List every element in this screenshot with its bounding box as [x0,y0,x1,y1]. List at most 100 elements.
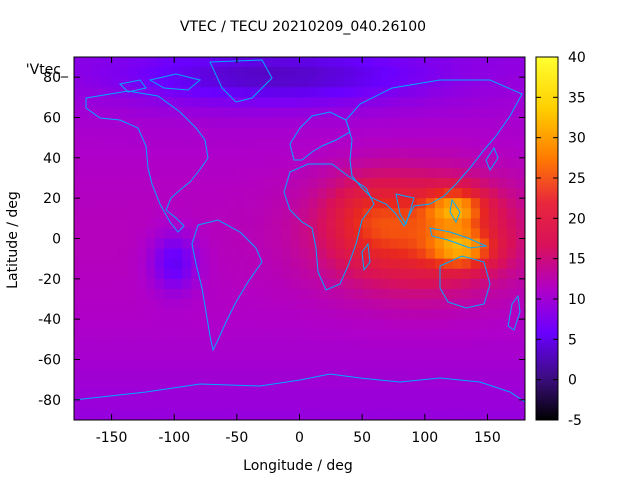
heatmap-cell-546 [398,157,409,169]
heatmap-cell-1830 [479,409,490,420]
heatmap-cell-1829 [470,409,481,420]
heatmap-cell-290 [389,107,400,119]
heatmap-cell-1048 [326,258,337,270]
heatmap-cell-1541 [173,359,183,371]
heatmap-cell-1617 [398,369,409,381]
heatmap-cell-352 [488,117,499,129]
heatmap-cell-438 [344,137,355,149]
heatmap-cell-1206 [371,288,382,300]
heatmap-cell-350 [470,117,481,129]
heatmap-cell-1828 [461,409,472,420]
heatmap-cell-205 [83,97,93,109]
heatmap-cell-1406 [335,329,346,340]
heatmap-cell-1779 [479,399,490,411]
heatmap-cell-52 [83,67,93,78]
heatmap-cell-235 [353,97,364,109]
heatmap-cell-1583 [92,369,102,381]
heatmap-cell-510 [74,157,84,169]
heatmap-cell-1700 [227,389,237,401]
heatmap-cell-1528 [515,349,525,361]
heatmap-cell-363 [128,127,138,139]
heatmap-cell-794 [335,208,346,219]
heatmap-cell-1711 [326,389,337,401]
heatmap-cell-1066 [488,258,499,270]
heatmap-cell-923 [119,238,129,250]
heatmap-cell-257 [92,107,102,119]
heatmap-cell-1351 [299,319,310,330]
heatmap-cell-1665 [371,379,382,391]
heatmap-cell-1089 [236,268,246,280]
heatmap-cell-1324 [515,309,525,320]
x-tick-label-4: 50 [353,430,371,446]
heatmap-cell-1613 [362,369,373,381]
heatmap-cell-1177 [110,288,120,300]
heatmap-cell-1225 [83,299,93,310]
heatmap-cell-632 [254,178,265,189]
heatmap-cell-465 [128,147,138,159]
heatmap-cell-641 [335,178,346,189]
colorbar-tick-label-8: 35 [568,90,586,106]
heatmap-cell-1533 [101,359,111,371]
heatmap-cell-515 [119,157,129,169]
heatmap-cell-1503 [290,349,301,361]
heatmap-cell-1336 [164,319,174,330]
heatmap-cell-1013 [470,248,481,260]
heatmap-cell-1447 [245,339,255,351]
heatmap-cell-522 [182,157,192,169]
heatmap-cell-1355 [335,319,346,330]
heatmap-cell-298 [461,107,472,119]
heatmap-cell-1028 [146,258,156,270]
heatmap-cell-1521 [452,349,463,361]
heatmap-cell-726 [182,198,192,209]
heatmap-cell-1219 [488,288,499,300]
heatmap-cell-1278 [101,309,111,320]
heatmap-cell-1563 [371,359,382,371]
heatmap-cell-1179 [128,288,138,300]
heatmap-cell-1323 [506,309,517,320]
heatmap-cell-130 [326,77,337,88]
coastline-south-america [191,219,263,352]
heatmap-cell-1679 [497,379,508,391]
heatmap-cell-426 [236,137,246,149]
heatmap-cell-1750 [218,399,228,411]
heatmap-cell-1668 [398,379,409,391]
heatmap-cell-1762 [326,399,337,411]
heatmap-cell-698 [389,188,400,199]
heatmap-cell-1124 [92,278,102,290]
heatmap-cell-562 [83,167,93,179]
heatmap-cell-193 [434,87,445,98]
heatmap-cell-1458 [344,339,355,351]
heatmap-cell-78 [317,67,328,78]
heatmap-cell-233 [335,97,346,109]
heatmap-cell-1264 [434,299,445,310]
heatmap-cell-266 [173,107,183,119]
heatmap-cell-1212 [425,288,436,300]
heatmap-cell-307 [83,117,93,129]
heatmap-cell-316 [164,117,174,129]
heatmap-cell-1167 [479,278,490,290]
heatmap-cell-209 [119,97,129,109]
heatmap-cell-654 [452,178,463,189]
x-tick-label-0: -150 [96,430,128,446]
heatmap-cell-1227 [101,299,111,310]
heatmap-cell-476 [227,147,237,159]
heatmap-cell-1156 [380,278,391,290]
heatmap-cell-1746 [182,399,192,411]
heatmap-cell-390 [371,127,382,139]
heatmap-cell-375 [236,127,246,139]
heatmap-cell-490 [353,147,364,159]
heatmap-cell-103 [83,77,93,88]
heatmap-cell-626 [200,178,210,189]
heatmap-cell-932 [200,238,210,250]
heatmap-cell-1043 [281,258,292,270]
heatmap-cell-860 [470,218,481,230]
heatmap-cell-829 [191,218,201,230]
heatmap-cell-1020 [74,258,84,270]
heatmap-cell-1481 [92,349,102,361]
heatmap-cell-100 [515,67,525,78]
heatmap-cell-756 [452,198,463,209]
heatmap-cells [74,57,525,420]
heatmap-cell-186 [371,87,382,98]
heatmap-cell-1721 [416,389,427,401]
heatmap-cell-402 [479,127,490,139]
